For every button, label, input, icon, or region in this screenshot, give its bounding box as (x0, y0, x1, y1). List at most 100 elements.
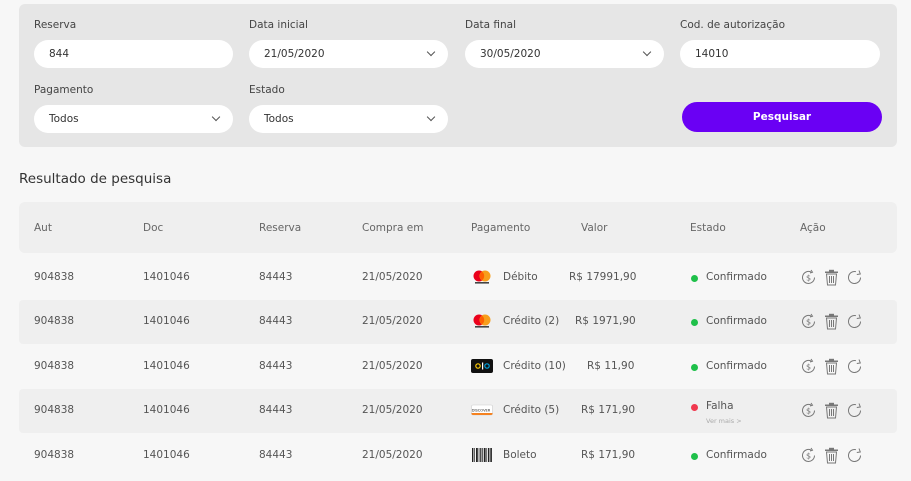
cell-pagamento: Débito (503, 271, 538, 283)
cell-estado: Confirmado (706, 360, 767, 372)
cell-doc: 1401046 (143, 449, 190, 461)
svg-text:DISCOVER: DISCOVER (472, 409, 491, 413)
cell-valor: R$ 11,90 (587, 360, 635, 372)
refund-icon[interactable]: $ (800, 402, 817, 419)
cod-autorizacao-input[interactable]: 14010 (680, 40, 880, 68)
cell-doc: 1401046 (143, 315, 190, 327)
estado-value: Todos (264, 113, 294, 125)
cell-compra-em: 21/05/2020 (362, 449, 423, 461)
header-valor: Valor (581, 222, 608, 234)
header-aut: Aut (34, 222, 52, 234)
estado-select[interactable]: Todos (249, 105, 448, 133)
cod-autorizacao-label: Cod. de autorização (680, 19, 785, 31)
refund-icon[interactable]: $ (800, 447, 817, 464)
cell-doc: 1401046 (143, 271, 190, 283)
status-dot (691, 404, 698, 411)
cell-aut: 904838 (34, 315, 75, 327)
cell-doc: 1401046 (143, 360, 190, 372)
cell-pagamento: Boleto (503, 449, 537, 461)
cell-pagamento: Crédito (10) (503, 360, 566, 372)
table-row: 904838 1401046 84443 21/05/2020 Boleto R… (19, 434, 897, 478)
refund-icon[interactable]: $ (800, 358, 817, 375)
estado-label: Estado (249, 84, 285, 96)
cell-valor: R$ 1971,90 (575, 315, 636, 327)
refresh-icon[interactable] (846, 313, 863, 330)
refund-icon[interactable]: $ (800, 313, 817, 330)
refresh-icon[interactable] (846, 269, 863, 286)
mastercard-icon (473, 314, 491, 328)
chevron-down-icon (426, 112, 436, 122)
cell-pagamento: Crédito (5) (503, 404, 560, 416)
cell-valor: R$ 171,90 (581, 404, 636, 416)
svg-text:$: $ (806, 407, 811, 416)
cell-compra-em: 21/05/2020 (362, 360, 423, 372)
cell-estado: Confirmado (706, 449, 767, 461)
cell-pagamento: Crédito (2) (503, 315, 560, 327)
trash-icon[interactable] (823, 358, 840, 375)
results-title: Resultado de pesquisa (19, 171, 172, 187)
ver-mais-link[interactable]: Ver mais > (706, 417, 742, 425)
cell-estado: Confirmado (706, 315, 767, 327)
refresh-icon[interactable] (846, 402, 863, 419)
svg-text:$: $ (806, 452, 811, 461)
cell-reserva: 84443 (259, 271, 293, 283)
data-final-select[interactable]: 30/05/2020 (465, 40, 664, 68)
barcode-icon (472, 448, 492, 462)
header-estado: Estado (690, 222, 726, 234)
data-final-value: 30/05/2020 (480, 48, 541, 60)
trash-icon[interactable] (823, 447, 840, 464)
pagamento-label: Pagamento (34, 84, 94, 96)
svg-text:$: $ (806, 363, 811, 372)
cell-valor: R$ 17991,90 (569, 271, 637, 283)
data-inicial-value: 21/05/2020 (264, 48, 325, 60)
table-row: 904838 1401046 84443 21/05/2020 DISCOVER… (19, 389, 897, 433)
cell-compra-em: 21/05/2020 (362, 404, 423, 416)
reserva-label: Reserva (34, 19, 77, 31)
refund-icon[interactable]: $ (800, 269, 817, 286)
chevron-down-icon (426, 47, 436, 57)
data-inicial-label: Data inicial (249, 19, 308, 31)
reserva-input[interactable]: 844 (34, 40, 233, 68)
status-dot (691, 453, 698, 460)
cell-reserva: 84443 (259, 404, 293, 416)
refresh-icon[interactable] (846, 358, 863, 375)
table-row: 904838 1401046 84443 21/05/2020 Crédito … (19, 345, 897, 389)
status-dot (691, 275, 698, 282)
cell-aut: 904838 (34, 449, 75, 461)
chevron-down-icon (642, 47, 652, 57)
cell-reserva: 84443 (259, 449, 293, 461)
filter-panel: Reserva 844 Data inicial 21/05/2020 Data… (19, 4, 897, 147)
refresh-icon[interactable] (846, 447, 863, 464)
table-row: 904838 1401046 84443 21/05/2020 Débito R… (19, 256, 897, 300)
cell-compra-em: 21/05/2020 (362, 315, 423, 327)
header-pagamento: Pagamento (471, 222, 531, 234)
status-dot (691, 319, 698, 326)
status-dot (691, 364, 698, 371)
data-inicial-select[interactable]: 21/05/2020 (249, 40, 448, 68)
trash-icon[interactable] (823, 402, 840, 419)
header-acao: Ação (800, 222, 826, 234)
table-header: Aut Doc Reserva Compra em Pagamento Valo… (19, 202, 897, 253)
cell-estado: Confirmado (706, 271, 767, 283)
elo-icon (471, 359, 493, 373)
cell-valor: R$ 171,90 (581, 449, 636, 461)
pagamento-value: Todos (49, 113, 79, 125)
table-row: 904838 1401046 84443 21/05/2020 Crédito … (19, 300, 897, 344)
trash-icon[interactable] (823, 313, 840, 330)
pagamento-select[interactable]: Todos (34, 105, 233, 133)
data-final-label: Data final (465, 19, 517, 31)
discover-icon: DISCOVER (471, 404, 493, 416)
svg-text:$: $ (806, 318, 811, 327)
search-button[interactable]: Pesquisar (682, 102, 882, 132)
trash-icon[interactable] (823, 269, 840, 286)
cell-reserva: 84443 (259, 315, 293, 327)
cell-compra-em: 21/05/2020 (362, 271, 423, 283)
cell-reserva: 84443 (259, 360, 293, 372)
cell-doc: 1401046 (143, 404, 190, 416)
cell-aut: 904838 (34, 404, 75, 416)
cell-aut: 904838 (34, 360, 75, 372)
header-compra-em: Compra em (362, 222, 424, 234)
cell-estado: Falha (706, 400, 734, 412)
mastercard-icon (473, 270, 491, 284)
header-doc: Doc (143, 222, 164, 234)
